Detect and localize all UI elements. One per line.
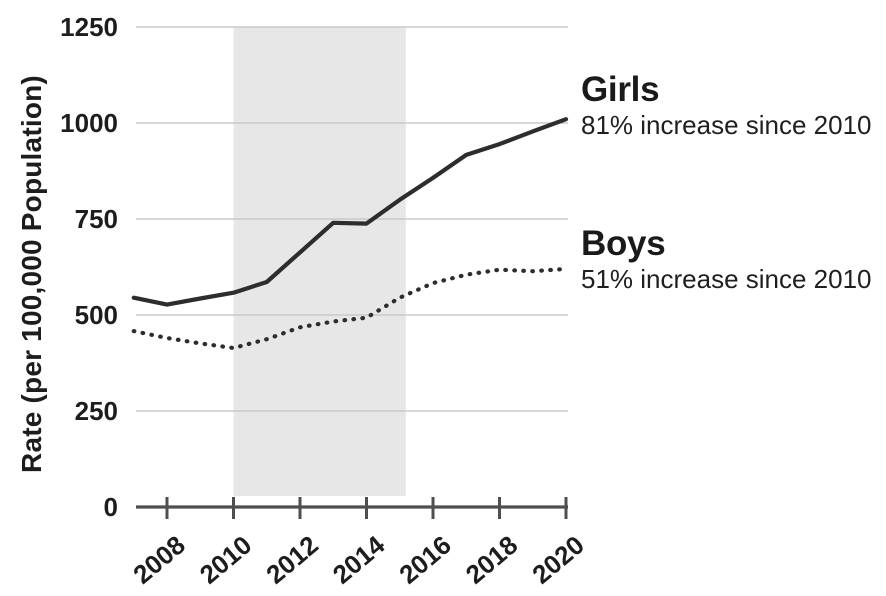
boys-label-group: Boys 51% increase since 2010 xyxy=(581,224,872,295)
boys-annotation: 51% increase since 2010 xyxy=(581,263,872,294)
boys-series-name: Boys xyxy=(581,224,666,263)
y-tick-label-1000: 1000 xyxy=(60,108,118,138)
y-tick-label-750: 750 xyxy=(75,204,118,234)
y-tick-label-250: 250 xyxy=(75,396,118,426)
x-tick-label-2018: 2018 xyxy=(460,530,524,590)
shaded-band xyxy=(233,27,406,496)
y-axis-title: Rate (per 100,000 Population) xyxy=(16,75,47,473)
y-tick-label-0: 0 xyxy=(104,492,118,522)
x-tick-label-2010: 2010 xyxy=(194,530,258,590)
x-tick-label-2016: 2016 xyxy=(393,530,457,590)
girls-label-group: Girls 81% increase since 2010 xyxy=(581,70,872,141)
y-tick-label-500: 500 xyxy=(75,300,118,330)
x-tick-label-2008: 2008 xyxy=(127,530,191,590)
x-tick-label-2020: 2020 xyxy=(526,530,590,590)
x-tick-label-2012: 2012 xyxy=(260,530,324,590)
girls-annotation: 81% increase since 2010 xyxy=(581,109,872,140)
girls-line xyxy=(131,117,569,307)
y-tick-label-1250: 1250 xyxy=(60,12,118,42)
boys-line xyxy=(131,266,569,351)
girls-series-name: Girls xyxy=(581,70,660,109)
x-tick-label-2014: 2014 xyxy=(327,529,391,590)
